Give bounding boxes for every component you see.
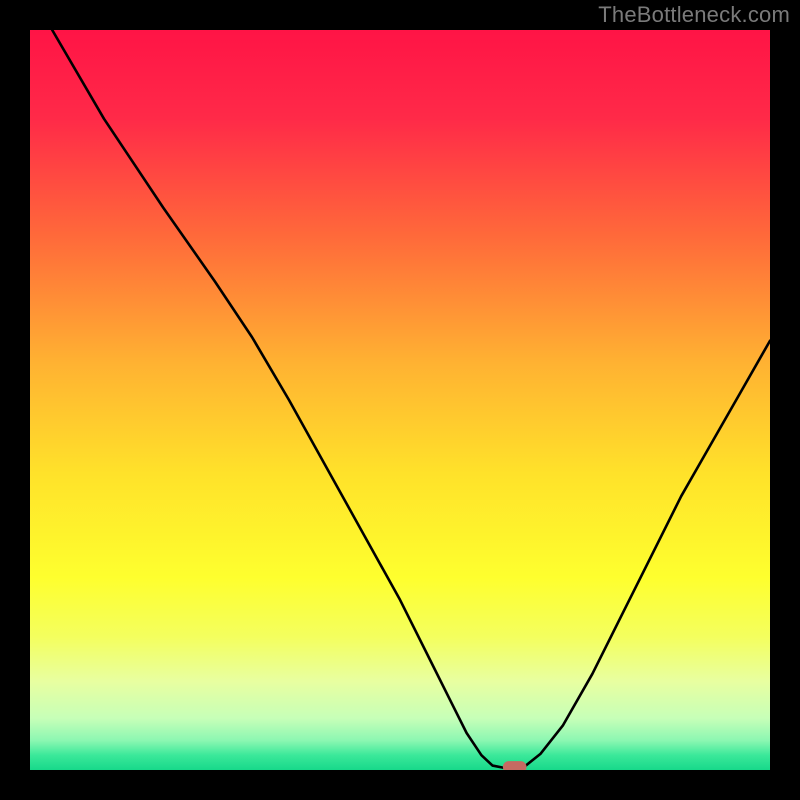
bottleneck-marker: [503, 761, 527, 770]
watermark-text: TheBottleneck.com: [598, 2, 790, 28]
chart-canvas: TheBottleneck.com: [0, 0, 800, 800]
bottleneck-curve: [52, 30, 770, 768]
plot-area: [30, 30, 770, 770]
curve-layer: [30, 30, 770, 770]
